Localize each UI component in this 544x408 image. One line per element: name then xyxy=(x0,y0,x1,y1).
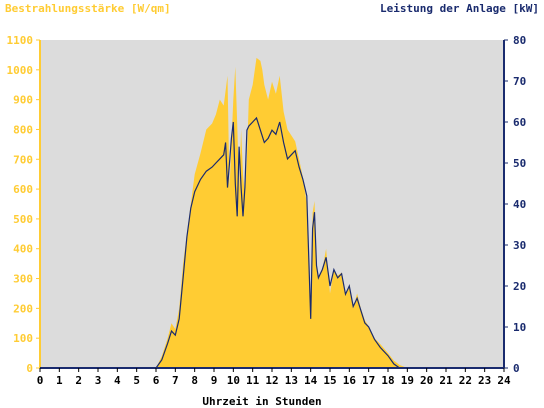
right-tick-label: 40 xyxy=(513,198,526,211)
x-tick-label: 0 xyxy=(37,374,44,387)
right-tick-label: 50 xyxy=(513,157,526,170)
left-tick-label: 800 xyxy=(13,123,33,136)
left-axis-title: Bestrahlungsstärke [W/qm] xyxy=(5,2,171,15)
irradiance-area xyxy=(40,57,504,369)
x-tick-label: 12 xyxy=(265,374,278,387)
x-tick-label: 5 xyxy=(133,374,140,387)
left-tick-label: 200 xyxy=(13,302,33,315)
left-tick-label: 700 xyxy=(13,153,33,166)
x-tick-label: 22 xyxy=(459,374,472,387)
right-axis-title: Leistung der Anlage [kW] xyxy=(380,2,539,15)
x-tick-label: 10 xyxy=(227,374,240,387)
x-tick-label: 23 xyxy=(478,374,491,387)
x-tick-label: 24 xyxy=(497,374,511,387)
x-tick-label: 17 xyxy=(362,374,375,387)
right-tick-label: 10 xyxy=(513,321,526,334)
right-axis: 0 10 20 30 40 50 60 70 80 xyxy=(503,34,526,375)
x-tick-label: 15 xyxy=(323,374,336,387)
x-tick-label: 3 xyxy=(95,374,102,387)
x-axis-title: Uhrzeit in Stunden xyxy=(202,395,321,408)
x-tick-label: 8 xyxy=(191,374,198,387)
power-line-group xyxy=(40,116,504,369)
x-axis: 0 1 2 3 4 5 6 7 8 9 10 11 12 13 14 15 16 17 18 19 20 21 22 23 24 xyxy=(37,367,511,387)
left-tick-label: 300 xyxy=(13,273,33,286)
x-tick-label: 2 xyxy=(75,374,82,387)
left-tick-label: 400 xyxy=(13,243,33,256)
x-tick-label: 11 xyxy=(246,374,260,387)
right-tick-label: 0 xyxy=(513,362,520,375)
irradiance-area-group xyxy=(40,57,504,369)
right-tick-label: 60 xyxy=(513,116,526,129)
left-tick-label: 0 xyxy=(26,362,33,375)
x-tick-label: 18 xyxy=(381,374,394,387)
right-tick-label: 70 xyxy=(513,75,526,88)
x-tick-label: 4 xyxy=(114,374,121,387)
right-tick-label: 80 xyxy=(513,34,526,47)
x-tick-label: 21 xyxy=(439,374,453,387)
x-tick-label: 7 xyxy=(172,374,179,387)
left-tick-label: 1100 xyxy=(7,34,34,47)
x-tick-label: 6 xyxy=(153,374,160,387)
x-tick-label: 20 xyxy=(420,374,433,387)
left-axis: 0 100 200 300 400 500 600 700 800 900 1000 1100 xyxy=(7,34,41,375)
x-tick-label: 14 xyxy=(304,374,318,387)
left-tick-label: 500 xyxy=(13,213,33,226)
power-line xyxy=(40,116,504,369)
left-tick-label: 100 xyxy=(13,332,33,345)
left-tick-label: 900 xyxy=(13,94,33,107)
right-tick-label: 20 xyxy=(513,280,526,293)
left-tick-label: 600 xyxy=(13,183,33,196)
x-tick-label: 9 xyxy=(211,374,218,387)
x-tick-label: 1 xyxy=(56,374,63,387)
x-tick-label: 16 xyxy=(343,374,357,387)
left-tick-label: 1000 xyxy=(7,64,34,77)
right-tick-label: 30 xyxy=(513,239,526,252)
x-tick-label: 19 xyxy=(401,374,414,387)
x-tick-label: 13 xyxy=(285,374,298,387)
